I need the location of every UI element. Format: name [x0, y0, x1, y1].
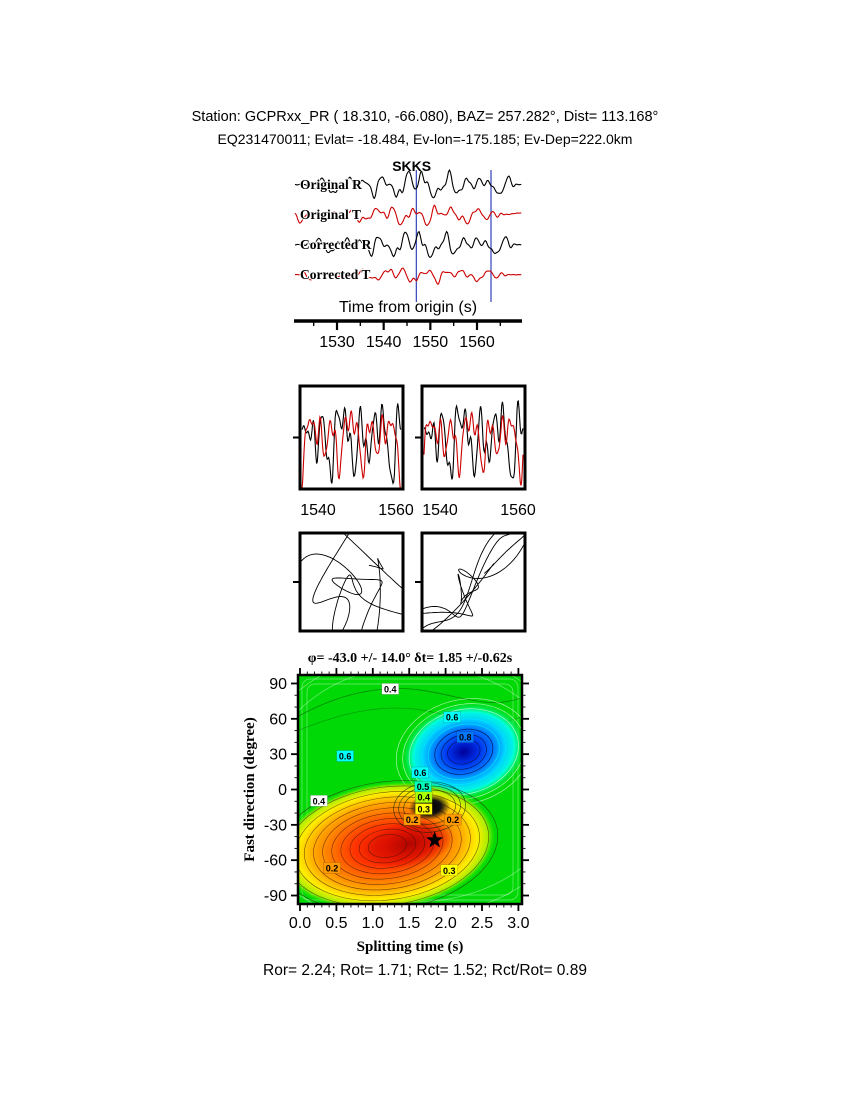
- contour-label: 0.5: [417, 782, 430, 792]
- station-title: Station: GCPRxx_PR ( 18.310, -66.080), B…: [191, 109, 659, 125]
- pm-box: [420, 531, 527, 633]
- contour-labels: 0.40.60.80.60.60.50.40.30.2 0.20.40.2 0.3: [310, 683, 474, 876]
- contour-label: 0.2: [406, 815, 419, 825]
- contour-label-box: [415, 791, 433, 803]
- time-tick-label: 1540: [366, 334, 402, 351]
- windowed-seismograms: [301, 403, 402, 489]
- contour-panel: 0.40.60.80.60.60.50.40.30.2 0.20.40.2 0.30…: [242, 651, 530, 955]
- contour-label: 0.6: [414, 768, 427, 778]
- seismogram-trace: [294, 168, 522, 200]
- contour-label: 0.4: [418, 793, 431, 803]
- pm-panel: [293, 531, 527, 633]
- contour-label-box: [444, 813, 462, 826]
- splitting-result-title: φ= -43.0 +/- 14.0° δt= 1.85 +/-0.62s: [308, 651, 513, 666]
- windowed-seismograms: [423, 400, 524, 486]
- contour-label-box: [456, 731, 474, 743]
- y-axis-title: Fast direction (degree): [242, 717, 258, 861]
- time-tick-label: 1550: [413, 334, 449, 351]
- contour-axes-ticks: [291, 668, 529, 911]
- contour-label-box: [443, 711, 461, 723]
- trace-label: Original T: [300, 207, 361, 222]
- window-tick-label: 1540: [300, 502, 336, 519]
- best-solution-star: [426, 831, 444, 848]
- phase-label: SKKS: [392, 158, 431, 174]
- trace-label: Corrected T: [300, 267, 370, 282]
- contour-label: 0.2: [326, 863, 339, 873]
- pm-box: [298, 531, 405, 633]
- x-tick-label: 2.0: [434, 915, 456, 932]
- contour-label-box: [323, 862, 341, 874]
- contour-field: [298, 675, 522, 904]
- time-axis: 1530 1540 1550 1560 Time from origin (s): [294, 299, 522, 351]
- x-tick-label: 0.5: [325, 915, 347, 932]
- seismogram-trace: [294, 267, 522, 286]
- x-tick-label: 3.0: [507, 915, 529, 932]
- x-tick-label: 1.0: [362, 915, 384, 932]
- y-tick-label: -30: [264, 817, 287, 834]
- contour-label: 0.3: [418, 805, 431, 815]
- particle-motion-curve: [422, 533, 525, 631]
- y-tick-label: -90: [264, 888, 287, 905]
- contour-label-box: [411, 766, 429, 779]
- y-tick-label: 90: [269, 676, 287, 693]
- window-tick-label: 1560: [500, 502, 536, 519]
- x-axis-title: Splitting time (s): [357, 939, 464, 955]
- contour-label: 0.4: [384, 684, 397, 694]
- seismogram-trace: [294, 230, 522, 258]
- contour-label: 0.6: [339, 752, 352, 762]
- event-info: EQ231470011; Evlat= -18.484, Ev-lon=-175…: [217, 131, 633, 147]
- contour-label: 0.4: [313, 796, 326, 806]
- trace-label: Corrected R: [300, 237, 372, 252]
- time-tick-label: 1530: [319, 334, 355, 351]
- contour-label-box: [336, 750, 354, 762]
- trace-label: Original R: [300, 177, 362, 192]
- time-axis-title: Time from origin (s): [339, 299, 477, 316]
- contour-label: 0.2: [447, 815, 460, 825]
- contour-label: 0.8: [459, 733, 472, 743]
- contour-label-box: [440, 864, 458, 876]
- seismogram-trace: [294, 204, 522, 227]
- x-tick-label: 0.0: [289, 915, 311, 932]
- contour-label: 0.3: [443, 866, 456, 876]
- contour-label-box: [381, 683, 399, 695]
- window-tick-label: 1560: [378, 502, 414, 519]
- y-tick-label: 0: [278, 782, 287, 799]
- window-tick-label: 1540: [422, 502, 458, 519]
- contour-label-box: [403, 813, 421, 826]
- quality-metrics: Ror= 2.24; Rot= 1.71; Rct= 1.52; Rct/Rot…: [263, 962, 587, 979]
- contour-label-box: [310, 795, 328, 807]
- y-tick-label: 60: [269, 711, 287, 728]
- trace-panel: Original R Original T Corrected R Corrected…: [294, 158, 522, 351]
- time-tick-label: 1560: [459, 334, 495, 351]
- contour-label-box: [415, 803, 433, 815]
- contour-label: 0.6: [446, 713, 459, 723]
- y-tick-label: 30: [269, 747, 287, 764]
- y-tick-label: -60: [264, 853, 287, 870]
- x-tick-label: 1.5: [398, 915, 420, 932]
- x-tick-label: 2.5: [471, 915, 493, 932]
- window-panel: 1540 1560 1540 1560: [293, 384, 536, 519]
